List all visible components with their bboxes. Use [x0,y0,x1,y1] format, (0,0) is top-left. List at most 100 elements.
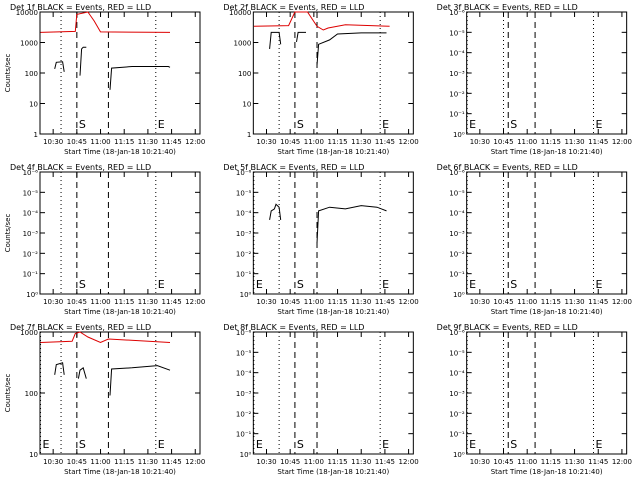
marker-label: E [158,278,165,291]
panel-title: Det 7f BLACK = Events, RED = LLD [10,323,151,332]
y-tick-label: 10⁻⁵ [449,189,465,197]
panel-title: Det 5f BLACK = Events, RED = LLD [223,163,364,172]
marker-label: E [382,118,389,131]
panel-det-7: Det 7f BLACK = Events, RED = LLD 10 100 100… [4,323,205,476]
plot-frame [466,171,628,295]
y-tick-label: 10⁰ [240,291,252,299]
y-tick-label: 10⁻⁶ [236,329,252,337]
y-tick-label: 100 [25,70,38,78]
x-tick-label: 11:30 [564,138,584,146]
x-tick-label: 11:45 [588,458,608,466]
x-axis-label: Start Time (18-Jan-18 10:21:40) [277,468,389,476]
plot-frame [466,331,628,455]
y-tick-label: 10⁻⁶ [23,169,39,177]
y-tick-label: 10⁻⁴ [236,210,252,218]
y-tick-label: 10⁻¹ [449,431,465,439]
x-tick-label: 10:45 [493,298,513,306]
marker-label: S [510,438,517,451]
x-axis-label: Start Time (18-Jan-18 10:21:40) [64,148,176,156]
x-tick-label: 12:00 [398,138,418,146]
y-tick-label: 100 [238,70,251,78]
y-tick-label: 10 [242,101,251,109]
y-tick-label: 10⁻² [449,250,465,258]
marker-label: E [596,438,603,451]
y-tick-label: 10 [29,451,38,459]
panel-det-2: Det 2f BLACK = Events, RED = LLD 1 10 100 10… [223,3,418,156]
x-tick-label: 10:30 [470,138,490,146]
panel-title: Det 8f BLACK = Events, RED = LLD [223,323,364,332]
x-tick-label: 12:00 [185,458,205,466]
y-tick-label: 10⁻³ [449,390,465,398]
plot-frame [252,11,414,135]
x-axis-label: Start Time (18-Jan-18 10:21:40) [277,148,389,156]
x-axis-label: Start Time (18-Jan-18 10:21:40) [64,468,176,476]
series-lld-line [253,11,390,31]
y-tick-label: 10⁰ [240,451,252,459]
x-tick-label: 11:30 [351,458,371,466]
y-axis-label: Counts/sec [4,214,12,253]
marker-label: E [158,118,165,131]
marker-label: E [382,438,389,451]
y-tick-label: 10⁻⁶ [236,169,252,177]
x-tick-label: 11:45 [161,298,181,306]
x-tick-label: 12:00 [185,138,205,146]
y-tick-label: 1 [247,131,251,139]
marker-label: E [469,278,476,291]
x-tick-label: 11:15 [327,138,347,146]
x-tick-label: 11:45 [375,458,395,466]
y-tick-label: 10⁻³ [23,230,39,238]
y-tick-label: 10⁻² [449,90,465,98]
series-events-line [77,366,87,379]
marker-label: E [596,118,603,131]
y-tick-label: 10⁻² [449,410,465,418]
x-tick-label: 12:00 [612,458,632,466]
y-tick-label: 10⁻⁵ [449,349,465,357]
panel-det-4: Det 4f BLACK = Events, RED = LLD 10⁰ 10⁻¹ 1… [4,163,205,316]
panel-det-3: Det 3f BLACK = Events, RED = LLD 10⁰ 10⁻¹ 1… [437,3,632,156]
y-tick-label: 10⁻³ [236,390,252,398]
plot-frame [39,331,201,455]
y-tick-label: 10000 [16,9,38,17]
y-tick-label: 10⁻⁴ [449,50,465,58]
series-events-line [109,365,171,396]
x-tick-label: 11:30 [138,298,158,306]
x-tick-label: 11:15 [541,458,561,466]
marker-label: E [256,278,263,291]
y-tick-label: 10⁻² [236,410,252,418]
x-tick-label: 11:00 [517,458,537,466]
marker-label: E [469,118,476,131]
series-events-line [316,205,387,244]
x-tick-label: 11:00 [304,298,324,306]
x-tick-label: 12:00 [612,298,632,306]
series-events-line [269,31,282,49]
y-tick-label: 10⁻⁶ [449,329,465,337]
x-tick-label: 10:30 [43,138,63,146]
series-events-line [269,203,282,220]
x-tick-label: 10:45 [280,138,300,146]
x-tick-label: 10:30 [256,138,276,146]
panel-title: Det 1f BLACK = Events, RED = LLD [10,3,151,12]
x-tick-label: 10:45 [67,138,87,146]
x-tick-label: 10:30 [256,298,276,306]
x-tick-label: 11:00 [90,458,110,466]
x-tick-label: 11:15 [327,298,347,306]
y-tick-label: 10⁻² [236,250,252,258]
x-axis-label: Start Time (18-Jan-18 10:21:40) [64,308,176,316]
series-events-line [54,362,65,375]
panel-det-1: Det 1f BLACK = Events, RED = LLD 1 10 100 10… [4,3,205,156]
series-events-line [79,46,87,76]
x-tick-label: 11:30 [351,138,371,146]
y-tick-label: 10⁰ [26,291,38,299]
y-tick-label: 10⁻⁵ [236,189,252,197]
x-tick-label: 11:45 [375,138,395,146]
panel-det-6: Det 6f BLACK = Events, RED = LLD 10⁰ 10⁻¹ 1… [437,163,632,316]
x-tick-label: 12:00 [398,458,418,466]
x-tick-label: 11:00 [304,138,324,146]
panel-det-5: Det 5f BLACK = Events, RED = LLD 10⁰ 10⁻¹ 1… [223,163,418,316]
y-axis-label: Counts/sec [4,54,12,93]
x-tick-label: 11:15 [541,138,561,146]
x-tick-label: 10:30 [43,458,63,466]
y-tick-label: 10 [29,101,38,109]
plot-frame [39,11,201,135]
panel-title: Det 2f BLACK = Events, RED = LLD [223,3,364,12]
